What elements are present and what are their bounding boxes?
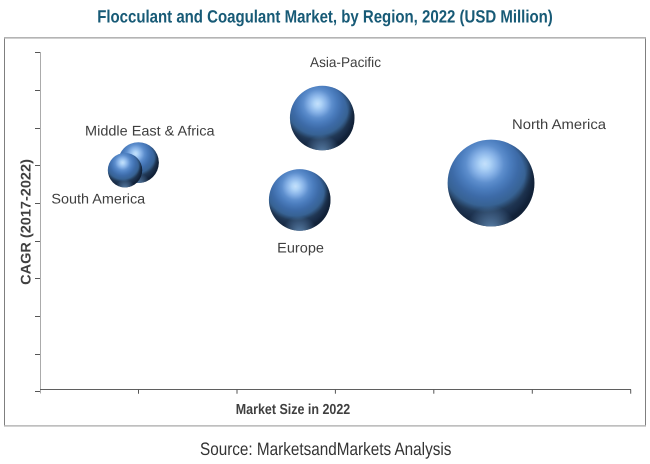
svg-text:CAGR (2017-2022): CAGR (2017-2022) [18,159,34,285]
svg-text:North America: North America [512,116,606,132]
svg-text:Flocculant and Coagulant Marke: Flocculant and Coagulant Market, by Regi… [97,7,553,27]
svg-text:Market Size in 2022: Market Size in 2022 [236,402,351,418]
svg-text:Asia-Pacific: Asia-Pacific [310,54,381,70]
svg-text:Source: MarketsandMarkets Anal: Source: MarketsandMarkets Analysis [200,439,451,459]
svg-text:South America: South America [51,191,145,207]
svg-text:Middle East & Africa: Middle East & Africa [85,122,215,138]
svg-text:Europe: Europe [277,240,324,256]
